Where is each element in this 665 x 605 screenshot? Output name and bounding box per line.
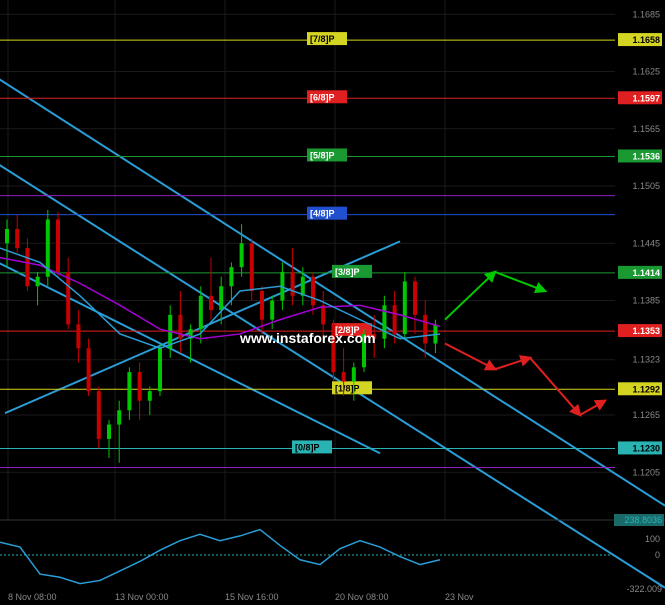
yaxis-tick: 1.1625 (632, 67, 660, 77)
level-label: [1/8]P (335, 383, 360, 393)
indicator-tick: 100 (645, 534, 660, 544)
level-label: [6/8]P (310, 92, 335, 102)
indicator-value: -322.009 (626, 584, 662, 594)
xaxis-tick: 8 Nov 08:00 (8, 592, 57, 602)
yaxis-tick: 1.1323 (632, 355, 660, 365)
yaxis-tick: 1.1565 (632, 124, 660, 134)
yaxis-tick: 1.1265 (632, 410, 660, 420)
yaxis-tick: 1.1205 (632, 467, 660, 477)
yaxis-highlight: 1.1292 (632, 384, 660, 394)
indicator-tick: 200 (645, 518, 660, 528)
indicator-value: 238.8036 (624, 515, 662, 525)
yaxis-highlight: 1.1414 (632, 268, 660, 278)
yaxis-highlight: 1.1597 (632, 93, 660, 103)
level-label: [7/8]P (310, 34, 335, 44)
indicator-tick: 0 (655, 550, 660, 560)
yaxis-highlight: 1.1353 (632, 326, 660, 336)
yaxis-tick: 1.1505 (632, 181, 660, 191)
xaxis-tick: 13 Nov 00:00 (115, 592, 169, 602)
level-label: [4/8]P (310, 209, 335, 219)
yaxis-highlight: 1.1230 (632, 443, 660, 453)
xaxis-tick: 23 Nov (445, 592, 474, 602)
xaxis-tick: 20 Nov 08:00 (335, 592, 389, 602)
chart-svg: 1.1205 1.1265 1.1323 1.1385 1.1445 1.1505 1.15… (0, 0, 665, 605)
yaxis-tick: 1.1385 (632, 296, 660, 306)
yaxis-tick: 1.1445 (632, 238, 660, 248)
yaxis-highlight: 1.1658 (632, 35, 660, 45)
yaxis-tick: 1.1685 (632, 9, 660, 19)
xaxis-tick: 15 Nov 16:00 (225, 592, 279, 602)
yaxis-highlight: 1.1536 (632, 151, 660, 161)
level-label: [3/8]P (335, 267, 360, 277)
level-label: [0/8]P (295, 442, 320, 452)
level-label: [5/8]P (310, 150, 335, 160)
watermark: www.instaforex.com (240, 330, 376, 346)
chart-container: 1.1205 1.1265 1.1323 1.1385 1.1445 1.1505 1.15… (0, 0, 665, 605)
